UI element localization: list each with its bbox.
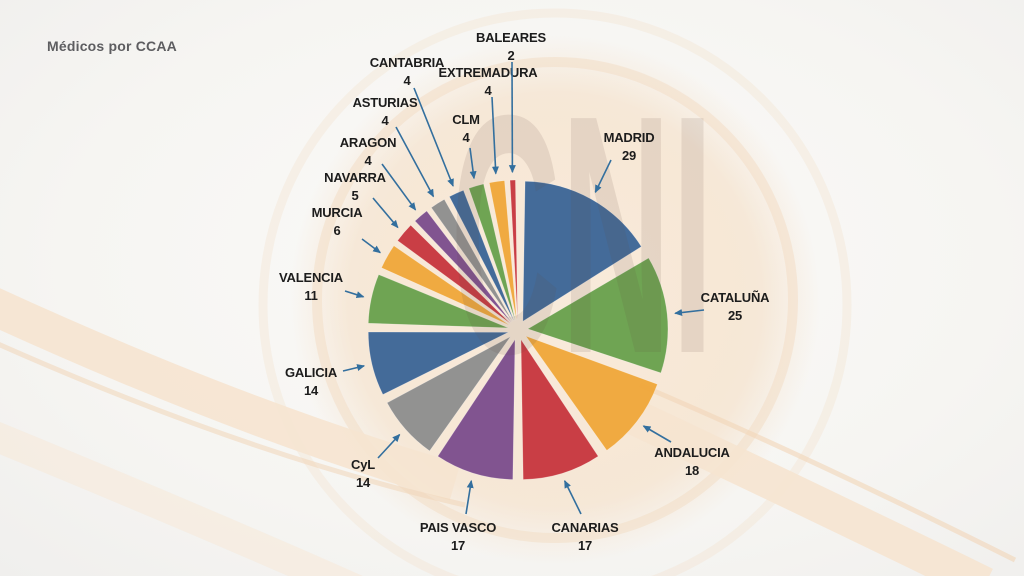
slice-arrow-clm xyxy=(469,147,477,180)
slice-arrow-cyl xyxy=(377,433,401,459)
slice-label-cataluna: CATALUÑA xyxy=(701,290,770,305)
pie-slice-galicia xyxy=(367,331,509,395)
slice-label-cantabria: CANTABRIA xyxy=(370,55,445,70)
pie-slice-cataluna xyxy=(527,257,669,374)
pie-slice-navarra xyxy=(397,224,511,324)
pie-slice-valencia xyxy=(367,274,509,329)
watermark-text: CNI xyxy=(450,44,713,424)
pie-slice-murcia xyxy=(381,245,510,326)
pie-slice-baleares xyxy=(509,179,518,321)
slice-label-extremadura: EXTREMADURA xyxy=(439,65,539,80)
slice-value-andalucia: 18 xyxy=(685,463,699,478)
slice-value-cyl: 14 xyxy=(356,475,371,490)
slice-arrow-aragon xyxy=(381,163,417,211)
pie-slice-aragon xyxy=(414,210,512,323)
slice-label-galicia: GALICIA xyxy=(285,365,338,380)
pie-slice-asturias xyxy=(430,198,513,322)
pie-slice-canarias xyxy=(520,338,599,480)
slice-label-valencia: VALENCIA xyxy=(279,270,344,285)
pie-slice-extremadura xyxy=(488,180,517,321)
slice-arrow-galicia xyxy=(342,364,366,372)
slice-label-cyl: CyL xyxy=(351,457,375,472)
slice-value-baleares: 2 xyxy=(507,48,514,63)
slice-value-cantabria: 4 xyxy=(403,73,411,88)
pie-slice-madrid xyxy=(522,180,642,322)
slice-label-madrid: MADRID xyxy=(604,130,655,145)
pie-slice-clm xyxy=(468,183,516,321)
slice-value-navarra: 5 xyxy=(351,188,358,203)
slice-arrow-cantabria xyxy=(413,87,454,187)
slice-arrow-canarias xyxy=(563,480,582,515)
ribbon-right-band xyxy=(622,398,993,576)
slice-value-murcia: 6 xyxy=(333,223,340,238)
slice-arrow-andalucia xyxy=(642,425,672,443)
slice-arrow-madrid xyxy=(594,159,612,194)
chart-title: Médicos por CCAA xyxy=(47,38,177,54)
slice-arrow-asturias xyxy=(395,126,435,198)
slice-value-aragon: 4 xyxy=(364,153,372,168)
slice-arrow-valencia xyxy=(344,290,365,299)
slice-label-baleares: BALEARES xyxy=(476,30,546,45)
pie-slice-pais-vasco xyxy=(437,338,516,480)
pie-slice-andalucia xyxy=(525,335,658,451)
slice-value-cataluna: 25 xyxy=(728,308,742,323)
slice-arrow-navarra xyxy=(372,197,399,229)
emblem-outer-ring xyxy=(258,8,852,576)
slice-value-pais-vasco: 17 xyxy=(451,538,465,553)
slice-label-aragon: ARAGON xyxy=(340,135,397,150)
ribbon-left-outer-band xyxy=(0,421,363,576)
slice-value-galicia: 14 xyxy=(304,383,319,398)
slice-label-pais-vasco: PAIS VASCO xyxy=(420,520,496,535)
slice-label-andalucia: ANDALUCIA xyxy=(654,445,730,460)
ribbon-left-band xyxy=(0,288,461,501)
slice-value-valencia: 11 xyxy=(304,288,317,303)
slice-arrow-murcia xyxy=(361,238,382,254)
slice-arrow-cataluna xyxy=(674,309,705,316)
ribbon-right-line xyxy=(639,382,1017,563)
slice-arrow-pais-vasco xyxy=(465,479,474,515)
slice-label-navarra: NAVARRA xyxy=(324,170,386,185)
slice-value-clm: 4 xyxy=(462,130,470,145)
slice-label-canarias: CANARIAS xyxy=(551,520,619,535)
emblem-inner-ring xyxy=(312,57,798,543)
slice-arrow-extremadura xyxy=(491,96,499,175)
slice-value-asturias: 4 xyxy=(381,113,389,128)
slice-label-clm: CLM xyxy=(452,112,480,127)
slice-value-madrid: 29 xyxy=(622,148,636,163)
slice-label-murcia: MURCIA xyxy=(312,205,364,220)
pie-slice-cyl xyxy=(386,336,511,452)
ribbon-left-line xyxy=(0,342,466,508)
slice-value-canarias: 17 xyxy=(578,538,592,553)
pie-slice-cantabria xyxy=(448,189,515,322)
slice-value-extremadura: 4 xyxy=(484,83,492,98)
slice-label-asturias: ASTURIAS xyxy=(353,95,418,110)
emblem-ribbons xyxy=(0,288,1017,576)
